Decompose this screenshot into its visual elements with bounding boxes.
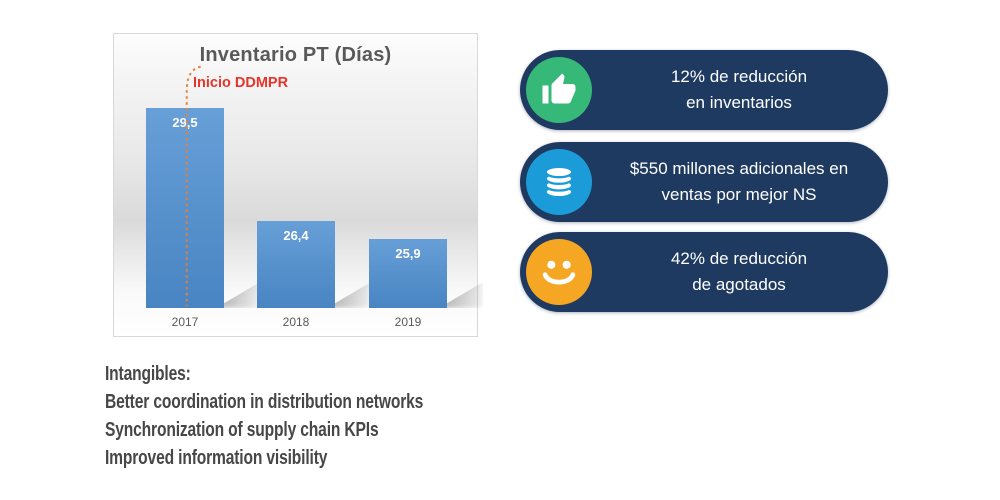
intangibles-item: Improved information visibility xyxy=(105,447,328,469)
bar-2017: 29,5 xyxy=(146,108,224,308)
inventory-chart-panel: Inventario PT (Días) 29,5 2017 26,4 2018 25,… xyxy=(113,33,483,337)
kpi-badge-additional-sales: $550 millones adicionales en ventas por … xyxy=(520,142,888,222)
kpi-line: en inventarios xyxy=(686,93,792,112)
kpi-badge-inventory-reduction: 12% de reducción en inventarios xyxy=(520,50,888,130)
intangibles-heading: Intangibles: xyxy=(105,363,191,385)
chart-title: Inventario PT (Días) xyxy=(199,44,392,66)
intangibles-item: Synchronization of supply chain KPIs xyxy=(105,419,379,441)
kpi-line: 42% de reducción xyxy=(670,249,808,268)
smiley-icon xyxy=(526,239,592,305)
intangibles-block: Intangibles: Better coordination in dist… xyxy=(105,360,513,472)
coins-icon xyxy=(526,149,592,215)
thumbs-up-glyph xyxy=(542,73,576,104)
kpi-line: $550 millones adicionales en xyxy=(629,159,849,178)
bar-2018: 26,4 xyxy=(257,221,335,308)
bar-value-label: 25,9 xyxy=(395,246,421,261)
kpi-badge-text: $550 millones adicionales en ventas por … xyxy=(600,142,878,222)
bar-value-label: 26,4 xyxy=(283,228,309,243)
coins-glyph xyxy=(544,165,574,199)
kpi-line: 12% de reducción xyxy=(670,67,808,86)
x-axis-tick-label: 2019 xyxy=(394,315,422,329)
kpi-badge-text: 12% de reducción en inventarios xyxy=(600,50,878,130)
chart-plot: 29,5 2017 26,4 2018 25,9 2019 xyxy=(114,34,483,336)
annotation-label: Inicio DDMPR xyxy=(193,75,289,91)
kpi-line: de agotados xyxy=(692,275,786,294)
kpi-badge-text: 42% de reducción de agotados xyxy=(600,232,878,312)
bar-2019: 25,9 xyxy=(369,239,447,308)
kpi-line: ventas por mejor NS xyxy=(661,185,817,204)
kpi-badge-stockout-reduction: 42% de reducción de agotados xyxy=(520,232,888,312)
smiley-glyph xyxy=(542,260,576,285)
intangibles-item: Better coordination in distribution netw… xyxy=(105,391,424,413)
thumbs-up-icon xyxy=(526,57,592,123)
bar-value-label: 29,5 xyxy=(172,115,198,130)
x-axis-tick-label: 2018 xyxy=(282,315,310,329)
x-axis-tick-label: 2017 xyxy=(171,315,199,329)
